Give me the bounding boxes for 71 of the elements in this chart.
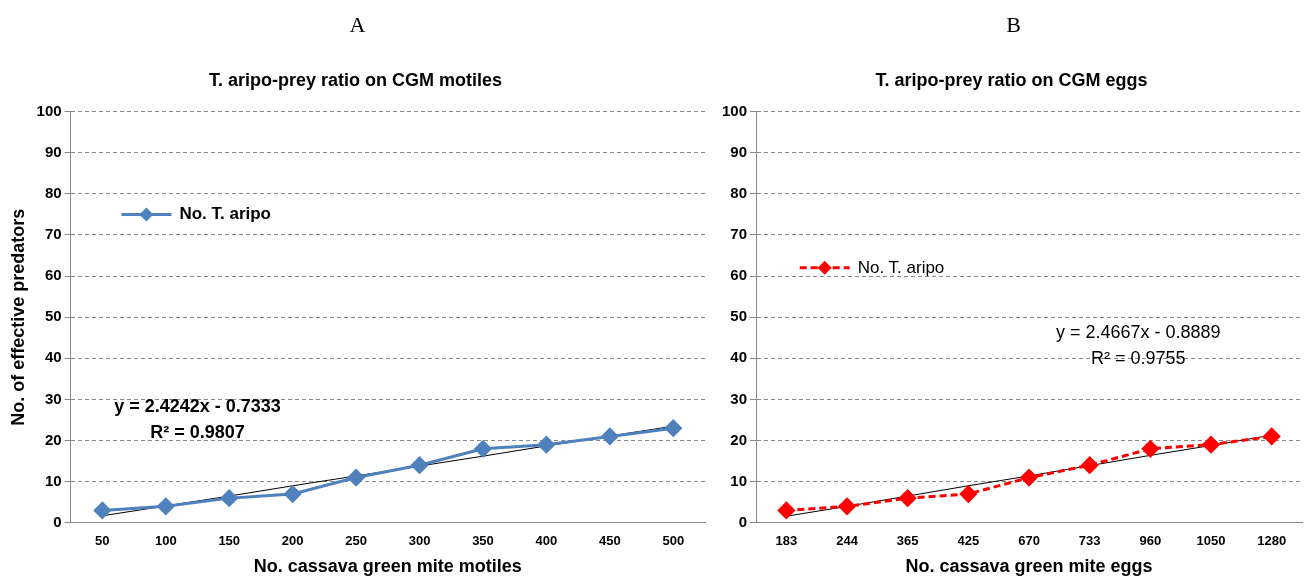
y-axis-title: No. of effective predators [7,208,28,426]
y-tick-label: 90 [44,142,62,160]
y-tick-label: 40 [44,348,62,366]
text: B [1005,12,1022,38]
x-tick-label: 350 [472,533,494,549]
point [1263,427,1281,445]
chart-title: T. aripo-prey ratio on CGM eggs [875,69,1148,90]
x-tick-label: 200 [281,533,304,549]
x-tick-label: 670 [1018,533,1040,549]
point [1081,456,1099,474]
y-tick-label: 70 [44,225,62,243]
point [899,489,917,507]
y-tick-label: 50 [44,307,62,325]
x-tick-label: 400 [535,533,558,549]
point [959,485,977,503]
point [347,469,365,487]
y-tick-label: 70 [730,225,748,243]
x-tick-label: 250 [345,533,367,549]
y-tick-label: 60 [44,266,62,284]
point [1141,440,1159,458]
x-tick-label: 1280 [1257,533,1287,549]
x-tick-label: 450 [598,533,621,549]
y-tick-label: 0 [738,512,748,530]
y-tick-label: 80 [44,183,62,201]
point [411,456,429,474]
point [157,497,175,515]
y-tick-label: 10 [730,471,748,489]
point [838,497,856,515]
x-axis-title: No. cassava green mite eggs [905,556,1153,577]
y-tick-label: 20 [730,430,748,448]
point [1020,469,1038,487]
y-tick-label: 40 [730,348,748,366]
point [1202,436,1220,454]
x-tick-label: 150 [218,533,241,549]
y-tick-label: 30 [44,389,62,407]
x-tick-label: 300 [408,533,431,549]
x-tick-label: 100 [154,533,177,549]
y-tick-label: 100 [36,101,62,119]
x-tick-label: 183 [775,533,798,549]
point [474,440,492,458]
x-tick-label: 244 [836,533,859,549]
chart-title: T. aripo-prey ratio on CGM motiles [208,69,503,90]
point [777,501,795,519]
point [220,489,238,507]
legend-label: No. T. aripo [857,257,945,277]
y-tick-label: 20 [44,430,62,448]
y-tick-label: 90 [730,142,748,160]
x-axis-title: No. cassava green mite motiles [253,556,522,577]
legend-label: No. T. aripo [179,204,271,224]
point [93,501,111,519]
y-tick-label: 0 [53,512,62,530]
y-tick-label: 10 [44,471,62,489]
x-tick-label: 365 [896,533,919,549]
x-tick-label: 500 [662,533,685,549]
point [284,485,302,503]
y-tick-label: 60 [730,266,748,284]
x-tick-label: 960 [1139,533,1162,549]
annotation: y = 2.4667x - 0.8889 R² = 0.9755 [1055,321,1221,368]
text: A [348,12,367,38]
x-tick-label: 50 [95,533,110,549]
x-tick-label: 425 [957,533,980,549]
x-tick-label: 733 [1078,533,1101,549]
point [601,427,619,445]
y-tick-label: 100 [722,101,748,119]
y-tick-label: 30 [730,389,748,407]
point [537,436,555,454]
x-tick-label: 1050 [1196,533,1226,549]
point [664,419,682,437]
y-tick-label: 50 [730,307,748,325]
annotation: y = 2.4242x - 0.7333 R² = 0.9807 [114,395,281,442]
y-tick-label: 80 [730,183,748,201]
